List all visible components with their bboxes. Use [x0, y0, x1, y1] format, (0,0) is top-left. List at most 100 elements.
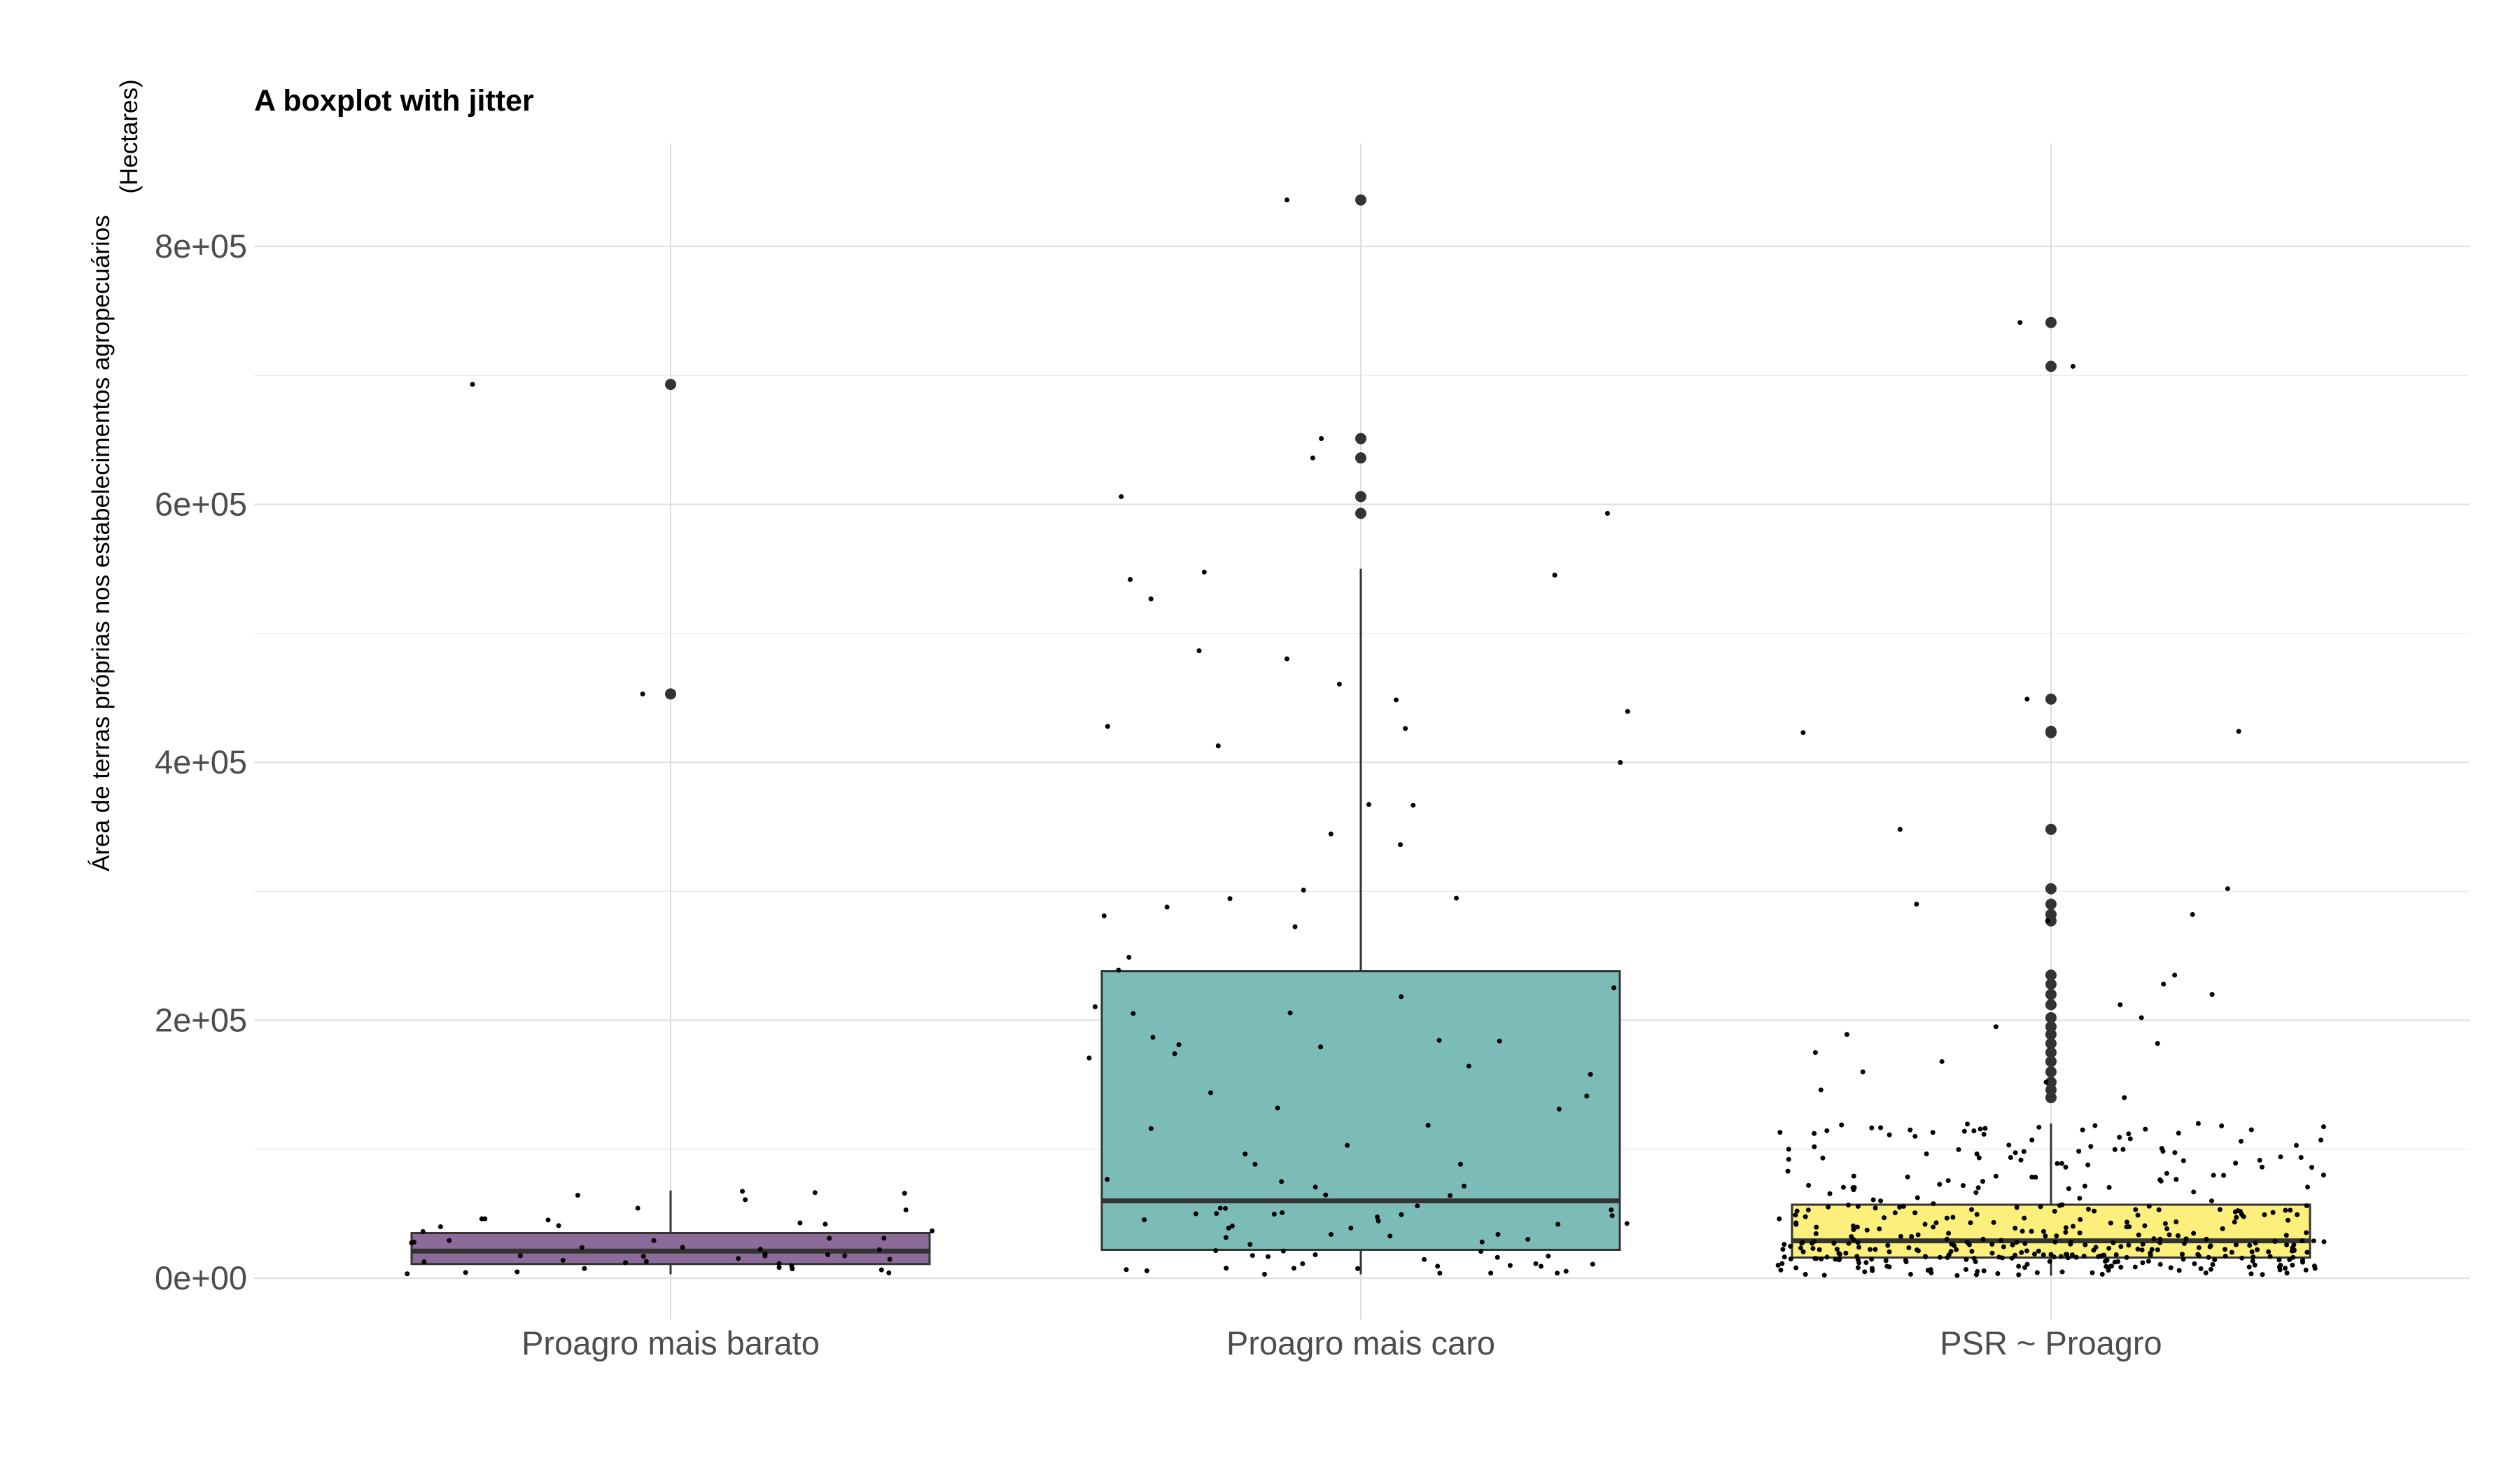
jitter-point — [1864, 1227, 1870, 1233]
jitter-point — [2295, 1212, 2300, 1217]
outlier-point — [2045, 915, 2057, 927]
jitter-point — [1851, 1227, 1856, 1233]
jitter-point — [2080, 1127, 2085, 1133]
jitter-point — [2139, 1247, 2145, 1253]
jitter-point — [1779, 1261, 1785, 1266]
box-2 — [1100, 194, 1621, 1275]
jitter-point — [2209, 1198, 2215, 1204]
jitter-point — [1922, 1254, 1928, 1259]
jitter-point — [2277, 1267, 2283, 1273]
jitter-point — [1312, 1252, 1318, 1257]
jitter-point — [1226, 1225, 1231, 1231]
jitter-point — [2059, 1269, 2065, 1275]
jitter-point — [2108, 1264, 2113, 1269]
jitter-point — [623, 1260, 629, 1266]
jitter-point — [1552, 573, 1558, 578]
outlier-point — [2045, 1084, 2057, 1096]
jitter-point — [2063, 1225, 2068, 1231]
jitter-point — [822, 1222, 828, 1227]
jitter-point — [1250, 1253, 1255, 1259]
outlier-point — [2045, 693, 2057, 705]
jitter-point — [2300, 1238, 2305, 1244]
jitter-point — [1563, 1268, 1569, 1274]
jitter-point — [2221, 1172, 2227, 1178]
jitter-point — [2077, 1230, 2082, 1236]
jitter-point — [1931, 1224, 1936, 1230]
jitter-point — [1793, 1212, 1798, 1218]
jitter-point — [463, 1270, 468, 1275]
jitter-point — [1878, 1198, 1884, 1204]
jitter-point — [2157, 1236, 2163, 1242]
jitter-point — [2122, 1095, 2127, 1100]
jitter-point — [1284, 197, 1290, 203]
jitter-point — [2278, 1262, 2283, 1268]
jitter-point — [876, 1247, 882, 1252]
jitter-point — [1820, 1155, 1826, 1161]
jitter-point — [1819, 1256, 1824, 1262]
jitter-point — [514, 1269, 520, 1275]
jitter-point — [517, 1253, 523, 1259]
jitter-point — [2180, 1252, 2185, 1257]
outlier-point — [2045, 823, 2057, 835]
jitter-point — [1810, 1245, 1816, 1251]
y-tick-label: 0e+00 — [155, 1259, 247, 1296]
outlier-point — [2045, 1056, 2057, 1068]
jitter-point — [2126, 1131, 2132, 1137]
jitter-point — [1855, 1256, 1861, 1262]
jitter-point — [1998, 1238, 2004, 1243]
jitter-point — [2054, 1161, 2060, 1166]
jitter-point — [2220, 1226, 2225, 1231]
jitter-point — [1906, 1245, 1912, 1251]
jitter-point — [2043, 1233, 2048, 1239]
jitter-point — [2036, 1248, 2041, 1254]
box-1 — [410, 379, 931, 1275]
jitter-point — [1813, 1231, 1819, 1236]
jitter-point — [1993, 1024, 1998, 1030]
jitter-point — [1319, 436, 1324, 442]
jitter-point — [2058, 1254, 2064, 1259]
jitter-point — [2047, 1259, 2052, 1264]
jitter-point — [1850, 1223, 1856, 1228]
jitter-point — [1991, 1219, 1996, 1225]
jitter-point — [2155, 1247, 2160, 1253]
jitter-point — [1355, 1266, 1361, 1271]
jitter-point — [1837, 1252, 1842, 1257]
jitter-point — [1824, 1254, 1830, 1260]
jitter-point — [1310, 455, 1315, 461]
jitter-point — [2222, 1254, 2228, 1259]
jitter-point — [2136, 1232, 2141, 1238]
jitter-point — [1172, 1051, 1177, 1056]
jitter-point — [2014, 1205, 2019, 1210]
jitter-point — [2283, 1233, 2289, 1238]
jitter-point — [1625, 708, 1630, 714]
jitter-point — [1981, 1131, 1987, 1137]
jitter-point — [1882, 1215, 1887, 1221]
jitter-point — [1213, 1248, 1219, 1254]
jitter-point — [1886, 1132, 1892, 1138]
jitter-point — [2283, 1266, 2288, 1271]
jitter-point — [2070, 363, 2076, 369]
jitter-point — [1425, 1123, 1431, 1128]
jitter-point — [1971, 1256, 1977, 1261]
y-tick-label: 2e+05 — [155, 1002, 247, 1039]
jitter-point — [1939, 1058, 1945, 1064]
jitter-point — [2034, 1270, 2040, 1275]
jitter-point — [2191, 1189, 2197, 1195]
jitter-point — [2149, 1247, 2155, 1252]
jitter-point — [1977, 1126, 1983, 1132]
outlier-point — [2045, 1028, 2057, 1040]
jitter-point — [1846, 1203, 1851, 1208]
y-axis-label-units: (Hectares) — [115, 79, 143, 193]
jitter-point — [1872, 1247, 1878, 1252]
jitter-point — [1914, 1195, 1920, 1200]
jitter-point — [2180, 1158, 2186, 1163]
jitter-point — [680, 1245, 685, 1250]
jitter-point — [556, 1223, 561, 1228]
jitter-point — [1215, 743, 1221, 749]
jitter-point — [1507, 1263, 1513, 1268]
jitter-point — [1287, 1010, 1293, 1016]
jitter-point — [2140, 1241, 2146, 1247]
outlier-point — [1355, 194, 1366, 206]
jitter-point — [2259, 1164, 2264, 1170]
